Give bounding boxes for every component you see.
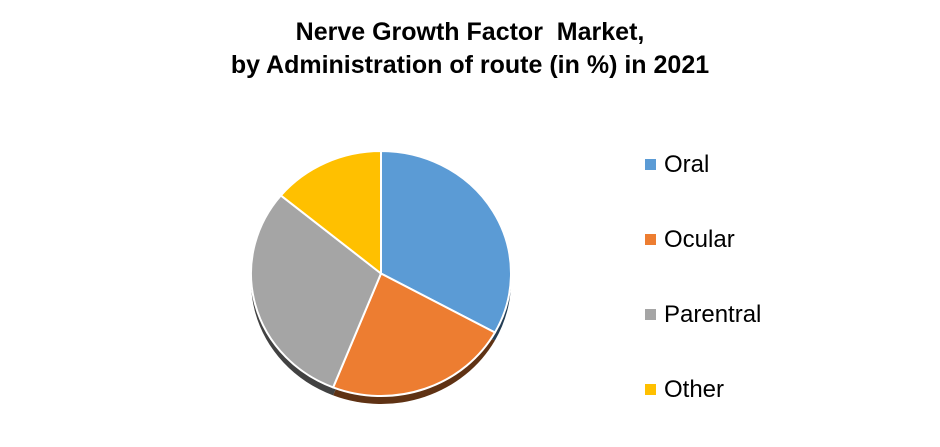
pie-slice-ocular xyxy=(332,272,496,397)
pie-slice-oral xyxy=(380,150,512,334)
pie-slices xyxy=(250,150,512,397)
pie-slice-other xyxy=(279,150,382,275)
legend-label-oral: Oral xyxy=(664,151,710,178)
legend-item-ocular: Ocular xyxy=(645,227,761,252)
legend-item-parentral: Parentral xyxy=(645,302,761,327)
legend-marker-oral-icon xyxy=(645,159,656,170)
legend-label-other: Other xyxy=(664,376,725,403)
legend-label-parentral: Parentral xyxy=(664,301,762,328)
pie-slice-parentral xyxy=(250,194,382,389)
chart-title: Nerve Growth Factor Market, by Administr… xyxy=(0,16,940,82)
legend: Oral Ocular Parentral Other xyxy=(645,152,761,402)
legend-label-ocular: Ocular xyxy=(664,226,735,253)
legend-item-other: Other xyxy=(645,377,761,402)
legend-marker-ocular-icon xyxy=(645,234,656,245)
chart-title-line-2: by Administration of route (in %) in 202… xyxy=(230,51,710,79)
legend-marker-parentral-icon xyxy=(645,309,656,320)
legend-marker-other-icon xyxy=(645,384,656,395)
legend-item-oral: Oral xyxy=(645,152,761,177)
chart-title-line-1: Nerve Growth Factor Market, xyxy=(295,18,645,46)
